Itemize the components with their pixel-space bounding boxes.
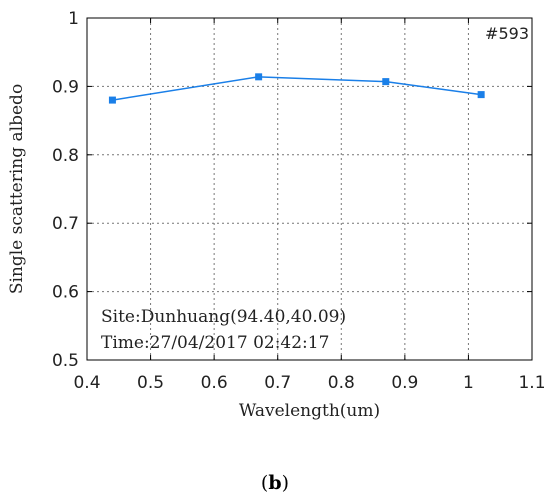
- y-axis: 0.5 0.6 0.7 0.8 0.9 1: [52, 9, 532, 371]
- x-tick-label: 0.5: [137, 373, 164, 393]
- panel-label: (b): [0, 472, 550, 494]
- x-tick-label: 1.1: [518, 373, 545, 393]
- data-point: [108, 96, 116, 104]
- y-tick-label: 0.6: [52, 283, 79, 303]
- data-point: [382, 78, 390, 86]
- x-tick-label: 0.4: [73, 373, 100, 393]
- y-tick-label: 0.7: [52, 214, 79, 234]
- y-tick-label: 0.5: [52, 351, 79, 371]
- panel-open: (: [260, 472, 269, 494]
- series-layer: [108, 73, 485, 104]
- grid-lines: [87, 18, 532, 360]
- x-tick-label: 0.6: [201, 373, 228, 393]
- plot-frame: [86, 17, 533, 361]
- y-axis-title: Single scattering albedo: [7, 84, 27, 294]
- data-point: [255, 73, 263, 81]
- annotation-time: Time:27/04/2017 02:42:17: [101, 333, 329, 353]
- id-label: #593: [485, 24, 529, 43]
- x-axis: 0.4 0.5 0.6 0.7 0.8 0.9 1 1.1: [73, 18, 546, 393]
- x-tick-label: 0.8: [328, 373, 355, 393]
- panel-letter: b: [268, 472, 282, 494]
- series-line: [112, 76, 482, 101]
- data-point: [477, 91, 485, 99]
- x-tick-label: 0.7: [264, 373, 291, 393]
- y-tick-label: 1: [68, 9, 79, 29]
- x-axis-title: Wavelength(um): [239, 401, 380, 421]
- chart: 0.4 0.5 0.6 0.7 0.8 0.9 1 1.1 0.50.60.70.80.91 …: [7, 9, 546, 421]
- x-tick-label: 1: [463, 373, 474, 393]
- y-tick-label: 0.8: [52, 146, 79, 166]
- x-tick-label: 0.9: [391, 373, 418, 393]
- annotation-site: Site:Dunhuang(94.40,40.09): [101, 307, 346, 327]
- panel-close: ): [281, 472, 290, 494]
- y-tick-label: 0.9: [52, 77, 79, 97]
